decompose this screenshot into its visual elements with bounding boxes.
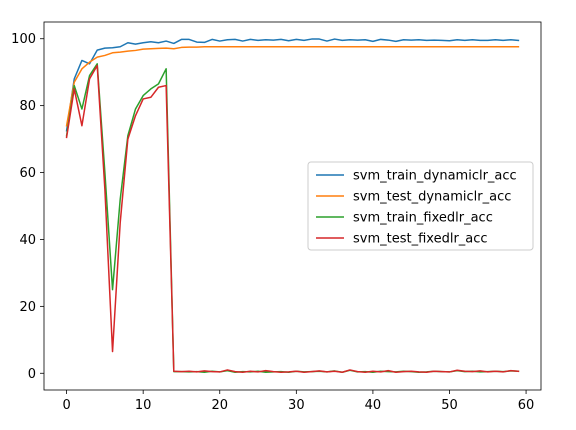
- y-tick-label: 80: [19, 99, 36, 114]
- y-tick-label: 60: [19, 166, 36, 181]
- legend-box: [307, 161, 534, 251]
- x-axis: 0 10 20 30 40 50 60: [62, 390, 534, 413]
- legend-label: svm_train_fixedlr_acc: [353, 211, 493, 226]
- x-tick-label: 20: [211, 398, 228, 413]
- x-tick-label: 10: [135, 398, 152, 413]
- y-tick-label: 20: [19, 300, 36, 315]
- plot-frame: [43, 21, 542, 391]
- x-tick-label: 40: [365, 398, 382, 413]
- y-tick-label: 0: [28, 367, 36, 382]
- series-line-svm-test-fixedlr-acc: [65, 64, 520, 374]
- x-tick-label: 30: [288, 398, 305, 413]
- y-tick-label: 100: [11, 32, 36, 47]
- legend-label: svm_train_dynamiclr_acc: [353, 169, 517, 184]
- x-tick-label: 50: [441, 398, 458, 413]
- series-line-svm-test-dynamiclr-acc: [65, 46, 520, 127]
- legend-label: svm_test_fixedlr_acc: [353, 232, 488, 247]
- series-layer: [65, 38, 520, 374]
- y-tick-label: 40: [19, 233, 36, 248]
- y-axis: 0 20 40 60 80 100: [11, 32, 44, 382]
- x-tick-label: 60: [518, 398, 535, 413]
- legend: svm_train_dynamiclr_acc svm_test_dynamicl…: [307, 161, 534, 251]
- series-line-svm-train-dynamiclr-acc: [65, 38, 520, 132]
- x-tick-label: 0: [62, 398, 70, 413]
- legend-label: svm_test_dynamiclr_acc: [353, 190, 511, 205]
